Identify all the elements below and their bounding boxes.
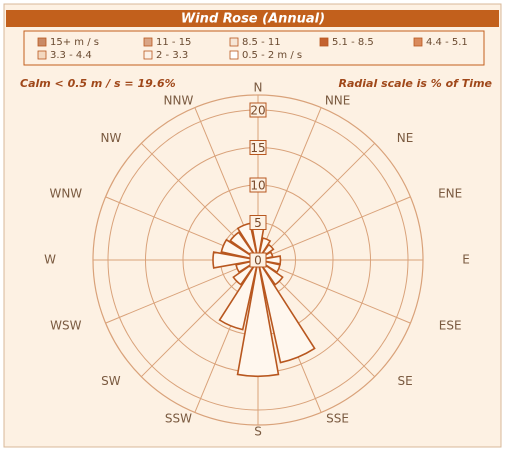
tick-box xyxy=(249,140,267,155)
legend-swatch xyxy=(37,37,47,47)
title-bar xyxy=(6,10,499,27)
r-tick-label: 5 xyxy=(254,216,262,230)
petal xyxy=(257,259,316,364)
r-tick-label: 20 xyxy=(250,104,265,118)
direction-label: SSE xyxy=(326,411,349,425)
direction-label: N xyxy=(254,81,263,95)
spoke xyxy=(105,259,259,324)
tick-box xyxy=(249,177,267,193)
direction-label: S xyxy=(254,425,262,439)
direction-label: NW xyxy=(100,131,121,145)
tick-box xyxy=(249,215,267,230)
chart-title: Wind Rose (Annual) xyxy=(181,12,325,27)
direction-label: SW xyxy=(101,374,121,388)
direction-label: NE xyxy=(397,131,414,145)
legend-swatch xyxy=(143,50,153,60)
petal xyxy=(220,238,259,261)
r-tick-label: 0 xyxy=(254,254,262,268)
legend-swatch xyxy=(229,37,239,47)
legend-swatch xyxy=(319,37,329,47)
legend-label: 15+ m / s xyxy=(50,37,99,48)
legend-swatch xyxy=(229,50,239,60)
petal xyxy=(257,255,282,265)
legend-label: 2 - 3.3 xyxy=(156,50,188,61)
spoke xyxy=(257,259,411,324)
direction-label: NNE xyxy=(325,94,351,108)
spoke xyxy=(257,107,322,261)
direction-label: E xyxy=(462,253,470,267)
legend-label: 3.3 - 4.4 xyxy=(50,50,92,61)
legend-label: 5.1 - 8.5 xyxy=(332,37,374,48)
scale-note: Radial scale is % of Time xyxy=(339,77,493,90)
calm-note: Calm < 0.5 m / s = 19.6% xyxy=(20,77,176,90)
legend-swatch xyxy=(143,37,153,47)
direction-label: WNW xyxy=(49,187,82,201)
r-tick-label: 10 xyxy=(250,179,265,193)
direction-label: SSW xyxy=(165,411,192,425)
direction-label: W xyxy=(44,253,56,267)
legend-box xyxy=(23,30,485,66)
legend-label: 0.5 - 2 m / s xyxy=(242,50,302,61)
direction-label: ENE xyxy=(438,187,462,201)
petal xyxy=(236,259,280,377)
tick-box xyxy=(249,252,267,268)
direction-label: SE xyxy=(397,374,412,388)
spoke xyxy=(257,196,411,261)
spoke xyxy=(257,142,376,261)
legend-label: 8.5 - 11 xyxy=(242,37,281,48)
legend-swatch xyxy=(413,37,423,47)
direction-label: ESE xyxy=(439,318,462,332)
legend-swatch xyxy=(37,50,47,60)
direction-label: WSW xyxy=(50,318,81,332)
legend-label: 11 - 15 xyxy=(156,37,191,48)
petal xyxy=(218,259,259,331)
tick-box xyxy=(249,102,267,118)
r-tick-label: 15 xyxy=(250,141,265,155)
legend-label: 4.4 - 5.1 xyxy=(426,37,468,48)
petal xyxy=(212,251,259,269)
direction-label: NNW xyxy=(163,94,193,108)
